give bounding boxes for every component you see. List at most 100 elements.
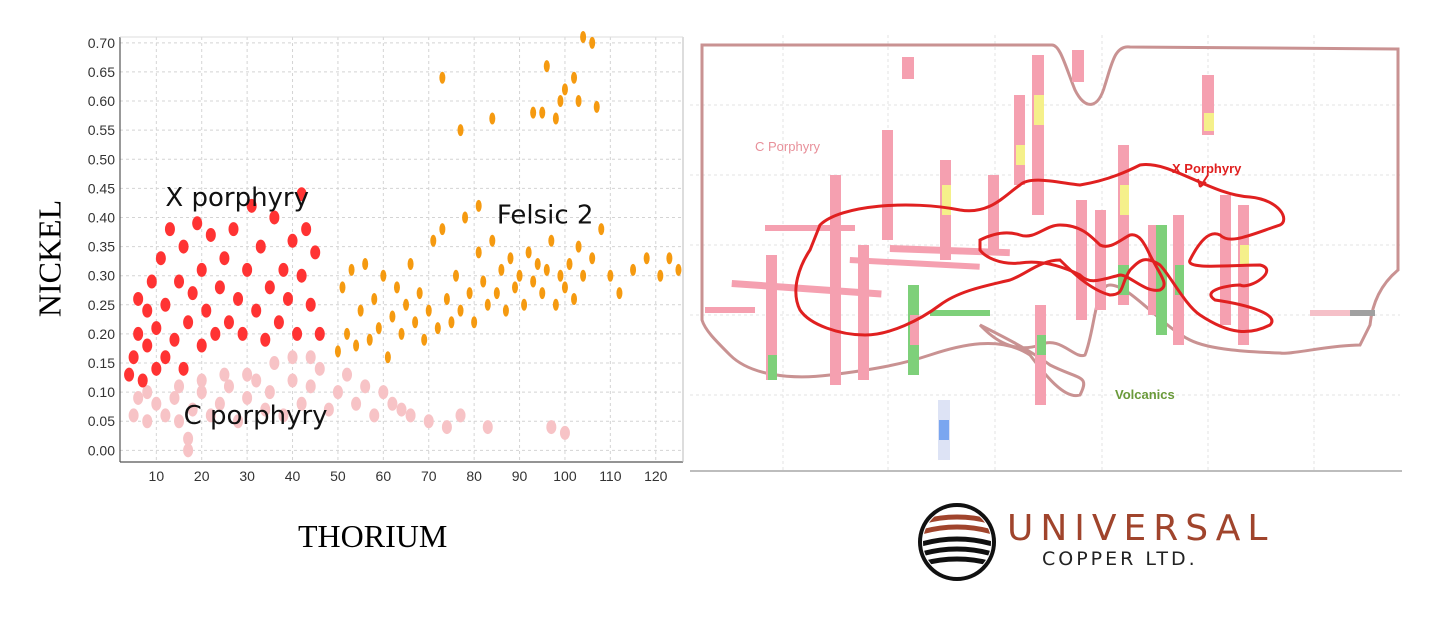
c-porphyry-label: C Porphyry xyxy=(755,139,821,154)
data-point xyxy=(305,379,316,394)
data-point xyxy=(323,402,334,417)
data-point xyxy=(557,269,564,282)
data-point xyxy=(378,385,389,400)
x-porphyry-outline xyxy=(794,163,1286,337)
data-point xyxy=(593,100,600,113)
data-point xyxy=(448,316,455,329)
data-point xyxy=(246,198,257,213)
y-tick-label: 0.00 xyxy=(88,442,115,458)
data-point xyxy=(219,251,230,266)
data-point xyxy=(214,280,225,295)
data-point xyxy=(160,408,171,423)
data-point xyxy=(196,262,207,277)
data-point xyxy=(412,316,419,329)
data-point xyxy=(357,304,364,317)
data-point xyxy=(237,326,248,341)
data-point xyxy=(292,326,303,341)
x-tick-label: 10 xyxy=(149,468,165,484)
data-point xyxy=(146,274,157,289)
data-point xyxy=(142,303,153,318)
data-point xyxy=(598,223,605,236)
data-point xyxy=(387,396,398,411)
data-point xyxy=(296,187,307,202)
data-point xyxy=(128,408,139,423)
data-point xyxy=(228,222,239,237)
y-tick-label: 0.30 xyxy=(88,268,115,284)
data-point xyxy=(443,292,450,305)
data-point xyxy=(575,95,582,108)
data-point xyxy=(348,263,355,276)
y-tick-label: 0.40 xyxy=(88,209,115,225)
data-point xyxy=(375,322,382,335)
logo-line2: COPPER LTD. xyxy=(1042,548,1198,570)
data-point xyxy=(183,431,194,446)
x-tick-label: 120 xyxy=(644,468,668,484)
data-point xyxy=(305,350,316,365)
data-point xyxy=(174,274,185,289)
logo-emblem-icon xyxy=(918,503,996,581)
data-point xyxy=(214,396,225,411)
data-point xyxy=(151,396,162,411)
y-tick-label: 0.10 xyxy=(88,384,115,400)
data-point xyxy=(219,367,230,382)
data-point xyxy=(151,361,162,376)
data-point xyxy=(260,332,271,347)
data-point xyxy=(457,124,464,137)
data-point xyxy=(489,234,496,247)
data-point xyxy=(342,367,353,382)
data-point xyxy=(174,414,185,429)
data-point xyxy=(580,31,587,43)
data-point xyxy=(264,385,275,400)
data-point xyxy=(498,263,505,276)
data-point xyxy=(314,326,325,341)
data-point xyxy=(507,252,514,265)
x-tick-label: 50 xyxy=(330,468,346,484)
data-point xyxy=(287,350,298,365)
section-grid xyxy=(690,35,1400,471)
x-tick-label: 60 xyxy=(376,468,392,484)
data-point xyxy=(260,402,271,417)
data-point xyxy=(393,281,400,294)
data-point xyxy=(455,408,466,423)
data-point xyxy=(137,373,148,388)
data-point xyxy=(521,298,528,311)
data-point xyxy=(462,211,469,224)
data-point xyxy=(151,321,162,336)
data-point xyxy=(534,258,541,271)
x-porphyry-label: X Porphyry xyxy=(1172,161,1242,176)
data-point xyxy=(183,315,194,330)
data-point xyxy=(210,326,221,341)
data-point xyxy=(539,106,546,119)
data-point xyxy=(305,297,316,312)
data-point xyxy=(273,315,284,330)
data-point xyxy=(251,303,262,318)
annotation-label: C porphyry xyxy=(184,401,328,431)
data-point xyxy=(334,345,341,358)
data-point xyxy=(493,287,500,300)
data-point xyxy=(196,385,207,400)
data-point xyxy=(192,216,203,231)
data-point xyxy=(384,351,391,364)
data-point xyxy=(439,223,446,236)
data-point xyxy=(543,60,550,73)
y-tick-label: 0.20 xyxy=(88,326,115,342)
data-point xyxy=(561,281,568,294)
data-point xyxy=(530,275,537,288)
data-point xyxy=(278,408,289,423)
data-point xyxy=(502,304,509,317)
x-tick-label: 20 xyxy=(194,468,210,484)
data-point xyxy=(301,222,312,237)
data-point xyxy=(164,222,175,237)
data-point xyxy=(430,234,437,247)
data-point xyxy=(128,350,139,365)
data-point xyxy=(657,269,664,282)
y-tick-label: 0.55 xyxy=(88,122,115,138)
data-point xyxy=(242,262,253,277)
x-tick-label: 90 xyxy=(512,468,528,484)
y-tick-label: 0.45 xyxy=(88,180,115,196)
data-point xyxy=(269,210,280,225)
data-point xyxy=(539,287,546,300)
data-point xyxy=(133,390,144,405)
data-point xyxy=(475,199,482,212)
x-tick-label: 30 xyxy=(239,468,255,484)
